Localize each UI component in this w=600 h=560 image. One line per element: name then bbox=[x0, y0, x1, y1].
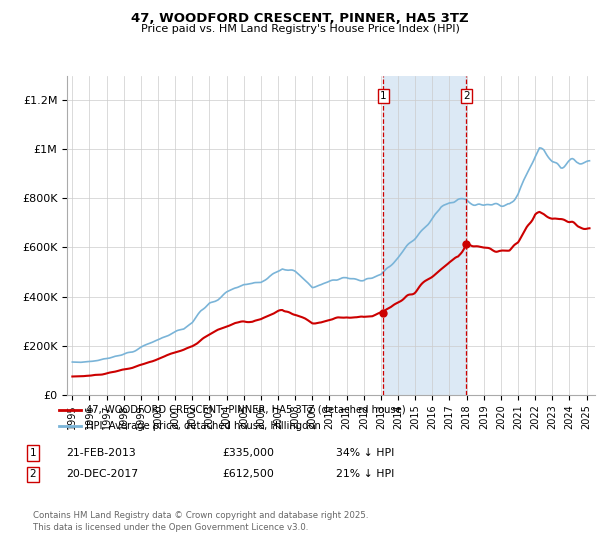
Text: 21% ↓ HPI: 21% ↓ HPI bbox=[336, 469, 394, 479]
Text: 1: 1 bbox=[380, 91, 386, 101]
Text: 1: 1 bbox=[29, 448, 37, 458]
Text: £335,000: £335,000 bbox=[222, 448, 274, 458]
Text: Contains HM Land Registry data © Crown copyright and database right 2025.: Contains HM Land Registry data © Crown c… bbox=[33, 511, 368, 520]
Text: 20-DEC-2017: 20-DEC-2017 bbox=[66, 469, 138, 479]
Text: 47, WOODFORD CRESCENT, PINNER, HA5 3TZ (detached house): 47, WOODFORD CRESCENT, PINNER, HA5 3TZ (… bbox=[86, 405, 406, 415]
Text: 2: 2 bbox=[29, 469, 37, 479]
Text: 34% ↓ HPI: 34% ↓ HPI bbox=[336, 448, 394, 458]
Text: This data is licensed under the Open Government Licence v3.0.: This data is licensed under the Open Gov… bbox=[33, 523, 308, 532]
Text: £612,500: £612,500 bbox=[222, 469, 274, 479]
Text: 2: 2 bbox=[463, 91, 469, 101]
Text: 47, WOODFORD CRESCENT, PINNER, HA5 3TZ: 47, WOODFORD CRESCENT, PINNER, HA5 3TZ bbox=[131, 12, 469, 25]
Text: Price paid vs. HM Land Registry's House Price Index (HPI): Price paid vs. HM Land Registry's House … bbox=[140, 24, 460, 34]
Text: 21-FEB-2013: 21-FEB-2013 bbox=[66, 448, 136, 458]
Bar bbox=[383, 76, 466, 395]
Text: HPI: Average price, detached house, Hillingdon: HPI: Average price, detached house, Hill… bbox=[86, 421, 321, 431]
